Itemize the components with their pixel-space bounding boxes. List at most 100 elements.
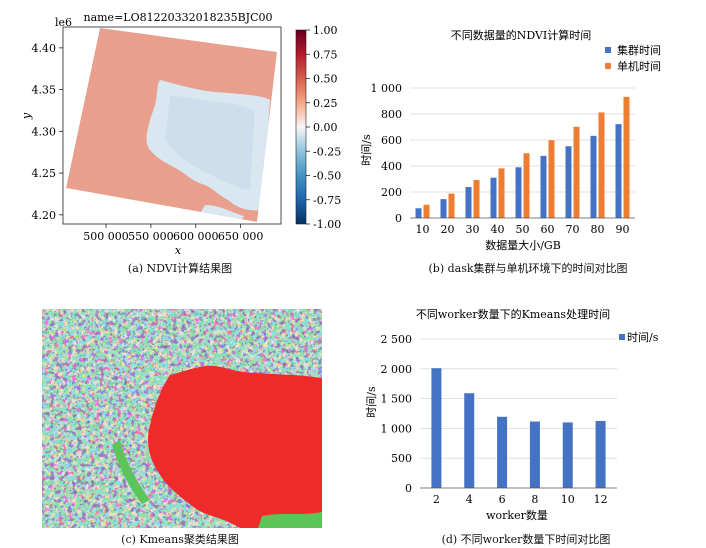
- ndvi-x-tick-label: 650 000: [218, 230, 264, 243]
- bar-集群时间-70: [565, 146, 572, 218]
- y-tick-label: 1 000: [371, 82, 403, 95]
- ndvi-x-label: x: [175, 244, 182, 257]
- bar-单机时间-30: [473, 180, 480, 218]
- x-tick-label: 6: [499, 493, 506, 506]
- ndvi-y-offset: le6: [55, 16, 72, 29]
- chart-d-y-ticks: 0 500 1 000 1 500 2 000 2 500: [381, 333, 413, 495]
- y-tick-label: 1 500: [381, 393, 413, 406]
- colorbar-tick-label: -1.00: [313, 218, 341, 231]
- x-tick-label: 40: [491, 223, 505, 236]
- ndvi-x-tick-label: 600 000: [173, 230, 219, 243]
- y-tick-label: 0: [395, 212, 402, 225]
- bar-集群时间-50: [515, 167, 522, 218]
- legend-time-label: 时间/s: [627, 331, 659, 344]
- x-tick-label: 10: [561, 493, 575, 506]
- y-tick-label: 2 500: [381, 333, 413, 346]
- kmeans-raster: [42, 309, 322, 528]
- chart-b-y-ticks: 0 200 400 600 800 1 000: [371, 82, 403, 225]
- ndvi-y-tick-label: 4.20: [32, 209, 57, 222]
- y-tick-label: 600: [381, 134, 402, 147]
- legend-single-swatch: [605, 63, 611, 69]
- x-tick-label: 8: [531, 493, 538, 506]
- bar-单机时间-90: [623, 96, 630, 218]
- bar-集群时间-20: [440, 199, 447, 218]
- bar-集群时间-80: [590, 135, 597, 218]
- chart-b-x-ticks: 10 20 30 40 50 60 70 80 90: [416, 223, 630, 236]
- y-tick-label: 200: [381, 186, 402, 199]
- y-tick-label: 1 000: [381, 422, 413, 435]
- bar-时间/s-4: [464, 393, 475, 488]
- bar-时间/s-10: [562, 422, 573, 488]
- ndvi-y-label: y: [20, 112, 33, 120]
- ndvi-x-tick-label: 550 000: [128, 230, 174, 243]
- ndvi-y-tick-label: 4.30: [32, 125, 57, 138]
- caption-a: (a) NDVI计算结果图: [127, 262, 233, 275]
- chart-d-x-ticks: 2 4 6 8 10 12: [433, 493, 608, 506]
- legend-single-label: 单机时间: [617, 59, 661, 73]
- bar-集群时间-40: [490, 177, 497, 218]
- chart-d-x-label: worker数量: [486, 509, 548, 522]
- legend-time-swatch: [619, 334, 625, 340]
- ndvi-title: name=LO81220332018235BJC00: [83, 11, 272, 24]
- x-tick-label: 80: [591, 223, 605, 236]
- ndvi-colorbar-ticks: 1.00 0.75 0.50 0.25 0.00 -0.25 -0.50 -0.75 -1.00: [306, 24, 341, 231]
- y-tick-label: 400: [381, 160, 402, 173]
- chart-d-gridlines: [420, 338, 617, 459]
- chart-b-title: 不同数据量的NDVI计算时间: [451, 28, 592, 42]
- chart-d-title: 不同worker数量下的Kmeans处理时间: [416, 307, 610, 321]
- x-tick-label: 30: [466, 223, 480, 236]
- colorbar-tick-label: 0.25: [313, 97, 338, 110]
- bar-chart-kmeans-time: 不同worker数量下的Kmeans处理时间 时间/s 0 500 1 000 1 5…: [365, 307, 659, 522]
- bar-集群时间-10: [415, 208, 422, 218]
- y-tick-label: 0: [405, 482, 412, 495]
- ndvi-colorbar: [295, 29, 307, 225]
- chart-d-bars: [431, 368, 606, 488]
- legend-cluster-label: 集群时间: [617, 43, 661, 57]
- bar-单机时间-60: [548, 140, 555, 218]
- chart-d-y-label: 时间/s: [365, 386, 378, 418]
- chart-b-legend: 集群时间 单机时间: [605, 43, 661, 73]
- bar-单机时间-20: [448, 193, 455, 218]
- ndvi-x-ticks: 500 000 550 000 600 000 650 000: [83, 224, 263, 243]
- ndvi-raster: [66, 28, 277, 222]
- x-tick-label: 50: [516, 223, 530, 236]
- colorbar-tick-label: -0.50: [313, 170, 341, 183]
- y-tick-label: 800: [381, 108, 402, 121]
- kmeans-figure: [42, 309, 322, 528]
- bar-单机时间-10: [423, 204, 430, 218]
- bar-集群时间-90: [615, 124, 622, 218]
- colorbar-tick-label: 1.00: [313, 24, 338, 37]
- chart-b-y-label: 时间/s: [360, 134, 373, 166]
- chart-d-legend: 时间/s: [619, 331, 659, 344]
- bar-时间/s-12: [595, 420, 606, 488]
- ndvi-y-tick-label: 4.40: [32, 42, 57, 55]
- bar-单机时间-80: [598, 112, 605, 218]
- x-tick-label: 12: [594, 493, 608, 506]
- chart-b-x-label: 数据量大小/GB: [485, 238, 561, 252]
- ndvi-x-tick-label: 500 000: [83, 230, 129, 243]
- bar-chart-ndvi-time: 不同数据量的NDVI计算时间 集群时间 单机时间 0 200 400 600 800 1 …: [360, 28, 661, 252]
- colorbar-tick-label: 0.75: [313, 48, 338, 61]
- caption-b: (b) dask集群与单机环境下的时间对比图: [428, 262, 628, 275]
- bar-集群时间-60: [540, 155, 547, 218]
- ndvi-axes: 500 000 550 000 600 000 650 000 4.40 4.35 4.3…: [32, 42, 264, 243]
- ndvi-y-ticks: 4.40 4.35 4.30 4.25 4.20: [32, 42, 63, 222]
- caption-d: (d) 不同worker数量下时间对比图: [441, 533, 611, 546]
- x-tick-label: 20: [441, 223, 455, 236]
- x-tick-label: 2: [433, 493, 440, 506]
- x-tick-label: 90: [616, 223, 630, 236]
- y-tick-label: 2 000: [381, 363, 413, 376]
- bar-单机时间-70: [573, 126, 580, 218]
- legend-cluster-swatch: [605, 47, 611, 53]
- bar-时间/s-2: [431, 368, 442, 488]
- bar-时间/s-8: [529, 421, 540, 488]
- bar-单机时间-50: [523, 153, 530, 218]
- chart-b-bars: [415, 96, 630, 218]
- ndvi-y-tick-label: 4.25: [32, 167, 57, 180]
- bar-单机时间-40: [498, 168, 505, 218]
- x-tick-label: 10: [416, 223, 430, 236]
- colorbar-tick-label: -0.75: [313, 194, 341, 207]
- x-tick-label: 60: [541, 223, 555, 236]
- y-tick-label: 500: [391, 452, 412, 465]
- chart-b-gridlines: [410, 87, 635, 193]
